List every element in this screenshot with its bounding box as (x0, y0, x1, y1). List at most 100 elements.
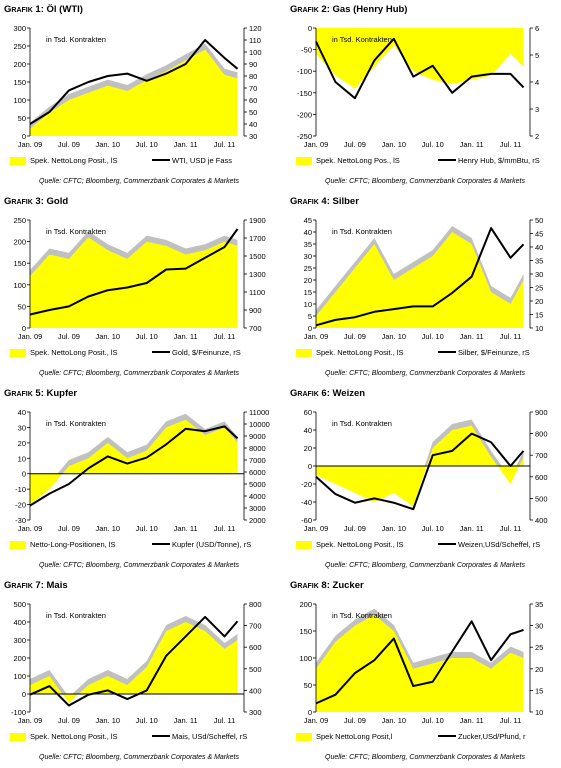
chart-svg: 0 50 100 150 200 10 15 20 25 30 35 Jan. 09 Jul. 09 Ja… (296, 600, 543, 741)
left-tick-label: -20 (15, 501, 26, 510)
chart-title: Grafik 4: Silber (290, 196, 359, 207)
legend-area-label: Spek. NettoLong Posit., lS (30, 732, 118, 741)
right-tick-label: 1100 (249, 288, 265, 297)
title-text: Weizen (332, 388, 366, 399)
chart-area: -30 -20 -10 0 10 20 30 40 2000 3000 4000 5000 6000 70… (4, 402, 274, 562)
left-tick-label: 40 (18, 408, 26, 417)
price-line (315, 620, 524, 705)
chart-svg: -250 -200 -150 -100 -50 0 2 3 4 5 6 Jan. 09 Jul. 09 J… (296, 24, 540, 165)
source-note: Quelle: CFTC; Bloomberg, Commerzbank Cor… (39, 370, 239, 377)
unit-note: in Tsd. Kontrakten (46, 611, 106, 620)
right-tick-label: 400 (535, 516, 548, 525)
left-tick-label: 0 (22, 690, 26, 699)
price-line (29, 615, 239, 707)
x-tick-label: Jul. 10 (422, 332, 444, 341)
title-text: Kupfer (46, 388, 78, 399)
left-tick-label: 100 (13, 672, 26, 681)
left-tick-label: 200 (13, 238, 26, 247)
x-tick-label: Jan. 09 (18, 524, 43, 533)
right-tick-label: 5000 (249, 480, 266, 489)
legend-line-label: Weizen,USd/Scheffel, rS (458, 540, 540, 549)
left-tick-label: 50 (304, 681, 312, 690)
left-tick-label: -50 (301, 46, 312, 55)
right-tick-label: 10000 (249, 420, 270, 429)
left-tick-label: 45 (304, 216, 312, 225)
left-tick-label: 30 (304, 252, 312, 261)
legend-area-label: Netto-Long-Positionen, lS (30, 540, 115, 549)
area-series (30, 622, 238, 703)
x-tick-label: Jul. 10 (136, 716, 158, 725)
left-tick-label: -150 (297, 89, 312, 98)
right-tick-label: 3 (535, 105, 539, 114)
unit-note: in Tsd. Kontrakten (332, 227, 392, 236)
source-note: Quelle: CFTC; Bloomberg, Commerzbank Cor… (325, 754, 525, 761)
x-tick-label: Jan. 10 (96, 716, 121, 725)
chart-area: 0 50 100 150 200 250 300 30 40 50 60 70 80 90 100 110 12… (4, 18, 274, 178)
left-tick-label: 0 (22, 324, 26, 333)
x-tick-label: Jul. 10 (422, 140, 444, 149)
left-tick-label: -40 (301, 498, 312, 507)
x-tick-label: Jul. 09 (344, 140, 366, 149)
area-series (30, 49, 238, 136)
x-tick-label: Jul. 11 (500, 140, 522, 149)
title-text: Gas (Henry Hub) (332, 4, 408, 15)
right-tick-label: 20 (535, 665, 543, 674)
left-tick-label: 100 (299, 654, 312, 663)
right-tick-label: 600 (535, 473, 548, 482)
x-tick-label: Jul. 09 (58, 524, 80, 533)
right-tick-label: 8000 (249, 444, 266, 453)
area-series (30, 237, 238, 328)
grafik-label: Grafik 2: (290, 4, 330, 15)
chart-area: 0 50 100 150 200 10 15 20 25 30 35 Jan. 09 Jul. 09 Ja… (290, 594, 560, 754)
source-note: Quelle: CFTC; Bloomberg, Commerzbank Cor… (39, 178, 239, 185)
right-tick-label: 100 (249, 48, 262, 57)
right-tick-label: 40 (535, 243, 543, 252)
left-tick-label: 100 (13, 281, 26, 290)
right-tick-label: 10 (535, 324, 543, 333)
price-line (315, 37, 525, 100)
x-tick-label: Jul. 11 (214, 140, 236, 149)
x-tick-label: Jul. 09 (58, 716, 80, 725)
x-tick-label: Jan. 11 (460, 716, 484, 725)
x-tick-label: Jan. 11 (174, 716, 198, 725)
x-tick-label: Jan. 10 (382, 140, 407, 149)
legend-area-label: Spek. NettoLong Posit., lS (30, 348, 118, 357)
chart-title: Grafik 2: Gas (Henry Hub) (290, 4, 407, 15)
left-tick-label: 100 (13, 96, 26, 105)
right-tick-label: 300 (249, 708, 262, 717)
left-tick-label: 5 (308, 312, 312, 321)
x-tick-label: Jul. 09 (344, 524, 366, 533)
x-tick-label: Jul. 09 (58, 332, 80, 341)
unit-note: in Tsd. Kontrakten (332, 35, 392, 44)
right-tick-label: 800 (535, 430, 548, 439)
right-tick-label: 15 (535, 311, 543, 320)
chart-title: Grafik 1: Öl (WTI) (4, 4, 83, 15)
legend-line-label: Silber, $/Feinunze, rS (458, 348, 530, 357)
x-tick-label: Jul. 10 (136, 524, 158, 533)
right-tick-label: 60 (249, 96, 257, 105)
left-tick-label: 20 (304, 276, 312, 285)
x-tick-label: Jan. 11 (174, 524, 198, 533)
price-line (315, 432, 525, 511)
grafik-label: Grafik 7: (4, 580, 44, 591)
x-tick-label: Jan. 10 (96, 524, 121, 533)
left-tick-label: -60 (301, 516, 312, 525)
x-tick-label: Jan. 11 (174, 140, 198, 149)
right-tick-label: 35 (535, 257, 543, 266)
left-tick-label: 50 (18, 114, 26, 123)
x-tick-label: Jan. 11 (174, 332, 198, 341)
left-tick-label: 15 (304, 288, 312, 297)
left-tick-label: 25 (304, 264, 312, 273)
left-tick-label: 10 (18, 454, 26, 463)
grafik-label: Grafik 6: (290, 388, 330, 399)
chart-svg: 0 5 10 15 20 25 30 35 40 45 10 15 20 25 30 35 40 45 50 Jan.… (296, 216, 543, 357)
x-tick-label: Jan. 10 (382, 524, 407, 533)
x-tick-label: Jan. 09 (18, 140, 43, 149)
x-tick-label: Jul. 11 (214, 524, 236, 533)
x-tick-label: Jul. 11 (214, 716, 236, 725)
x-tick-label: Jul. 10 (422, 524, 444, 533)
right-tick-label: 30 (249, 132, 257, 141)
right-tick-label: 1900 (249, 216, 266, 225)
left-tick-label: 400 (13, 618, 26, 627)
legend-area-swatch (10, 733, 26, 741)
